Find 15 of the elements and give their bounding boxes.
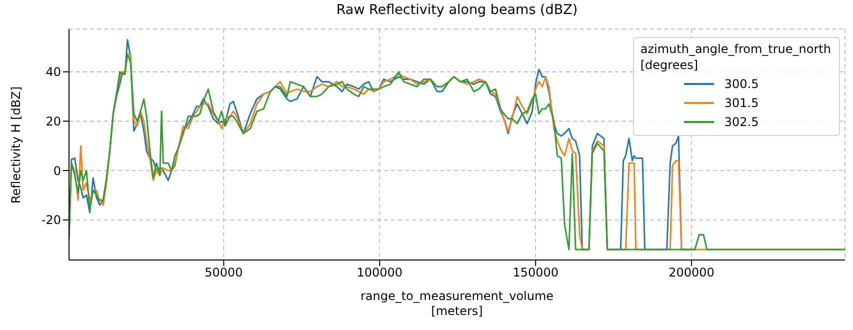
y-tick-label: -20 — [41, 213, 61, 228]
chart-title: Raw Reflectivity along beams (dBZ) — [335, 2, 579, 18]
legend-title: azimuth_angle_from_true_north [degrees] — [640, 41, 831, 73]
legend-label: 302.5 — [724, 114, 759, 130]
legend-label: 301.5 — [724, 95, 759, 111]
x-axis-title: range_to_measurement_volume [meters] — [359, 289, 555, 319]
y-tick-label: 0 — [53, 164, 61, 178]
x-tick-label: 150000 — [512, 266, 559, 280]
x-tick-label: 50000 — [204, 266, 243, 280]
x-tick-label: 100000 — [356, 266, 403, 280]
x-tick-label: 200000 — [668, 266, 714, 280]
y-tick-label: 40 — [46, 65, 61, 80]
legend-label: 300.5 — [724, 76, 759, 92]
y-axis-title: Reflectivity H [dBZ] — [9, 86, 23, 204]
y-tick-label: 20 — [46, 114, 61, 128]
